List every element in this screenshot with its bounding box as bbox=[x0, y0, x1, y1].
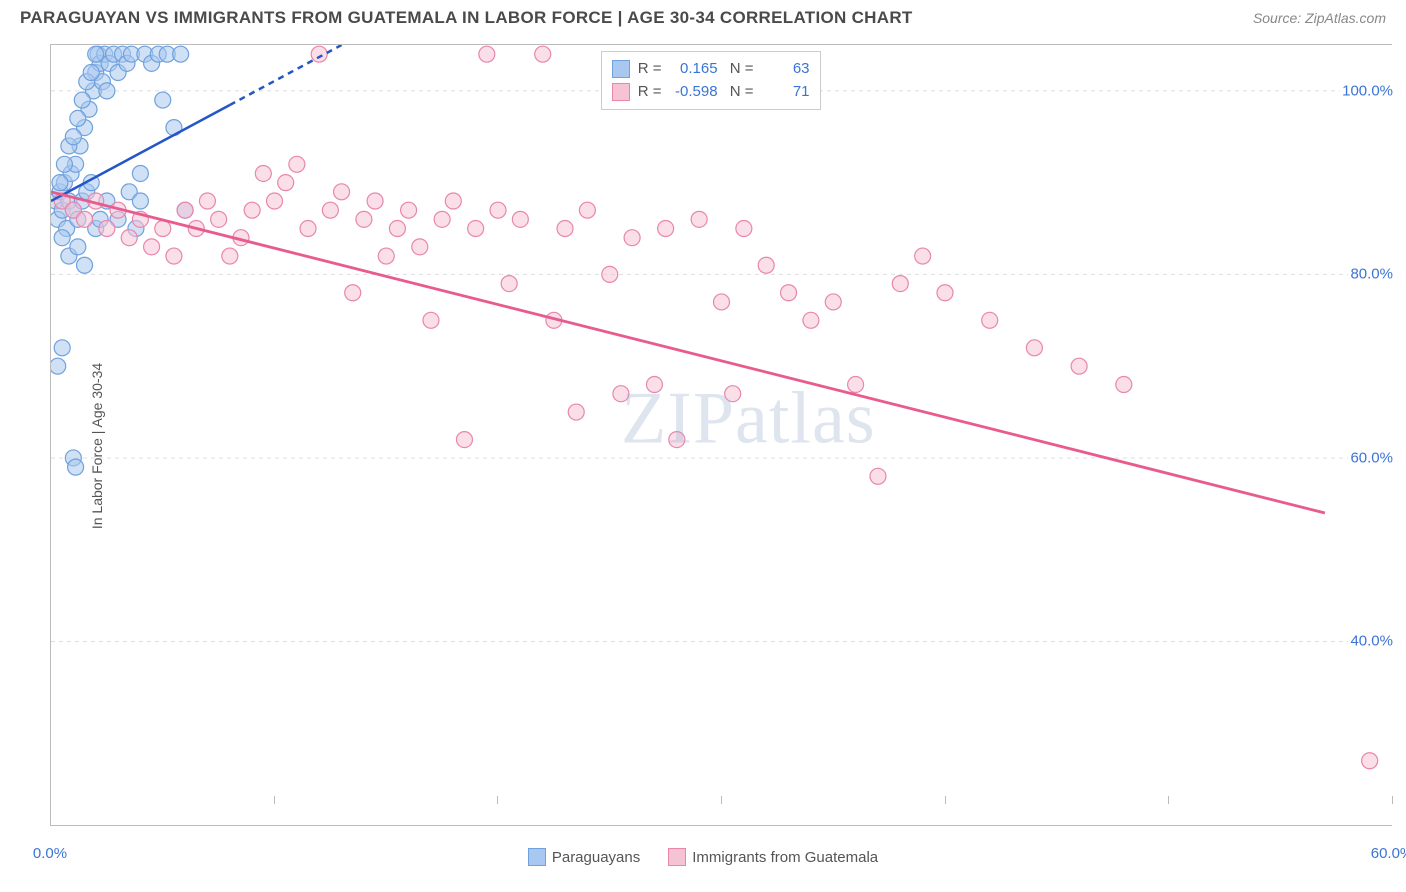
stat-label: N = bbox=[726, 81, 754, 104]
scatter-svg bbox=[51, 45, 1392, 825]
x-tick-mark bbox=[50, 796, 51, 804]
stat-r-1: -0.598 bbox=[670, 81, 718, 104]
plot-area: ZIPatlas R = 0.165 N = 63 R = -0.598 N =… bbox=[50, 44, 1392, 826]
stats-row: R = 0.165 N = 63 bbox=[612, 58, 810, 81]
legend-item: Immigrants from Guatemala bbox=[668, 848, 878, 866]
stat-label: R = bbox=[638, 81, 662, 104]
x-tick-mark bbox=[497, 796, 498, 804]
swatch-series-0 bbox=[528, 848, 546, 866]
x-tick-mark bbox=[274, 796, 275, 804]
x-tick-mark bbox=[1168, 796, 1169, 804]
legend-item: Paraguayans bbox=[528, 848, 640, 866]
x-tick-mark bbox=[1392, 796, 1393, 804]
swatch-series-0 bbox=[612, 60, 630, 78]
y-tick-label: 100.0% bbox=[1340, 82, 1395, 99]
legend-label: Immigrants from Guatemala bbox=[692, 849, 878, 866]
y-tick-label: 60.0% bbox=[1348, 449, 1395, 466]
stat-r-0: 0.165 bbox=[670, 58, 718, 81]
stat-label: R = bbox=[638, 58, 662, 81]
bottom-legend: Paraguayans Immigrants from Guatemala bbox=[0, 848, 1406, 866]
chart-source: Source: ZipAtlas.com bbox=[1253, 10, 1386, 26]
swatch-series-1 bbox=[668, 848, 686, 866]
y-tick-label: 80.0% bbox=[1348, 266, 1395, 283]
legend-label: Paraguayans bbox=[552, 849, 640, 866]
stats-legend-box: R = 0.165 N = 63 R = -0.598 N = 71 bbox=[601, 51, 821, 110]
stat-n-0: 63 bbox=[762, 58, 810, 81]
chart-title: PARAGUAYAN VS IMMIGRANTS FROM GUATEMALA … bbox=[20, 8, 913, 28]
stat-label: N = bbox=[726, 58, 754, 81]
stats-row: R = -0.598 N = 71 bbox=[612, 81, 810, 104]
stat-n-1: 71 bbox=[762, 81, 810, 104]
y-tick-label: 40.0% bbox=[1348, 633, 1395, 650]
chart-header: PARAGUAYAN VS IMMIGRANTS FROM GUATEMALA … bbox=[0, 0, 1406, 32]
x-tick-mark bbox=[721, 796, 722, 804]
swatch-series-1 bbox=[612, 83, 630, 101]
x-tick-mark bbox=[945, 796, 946, 804]
